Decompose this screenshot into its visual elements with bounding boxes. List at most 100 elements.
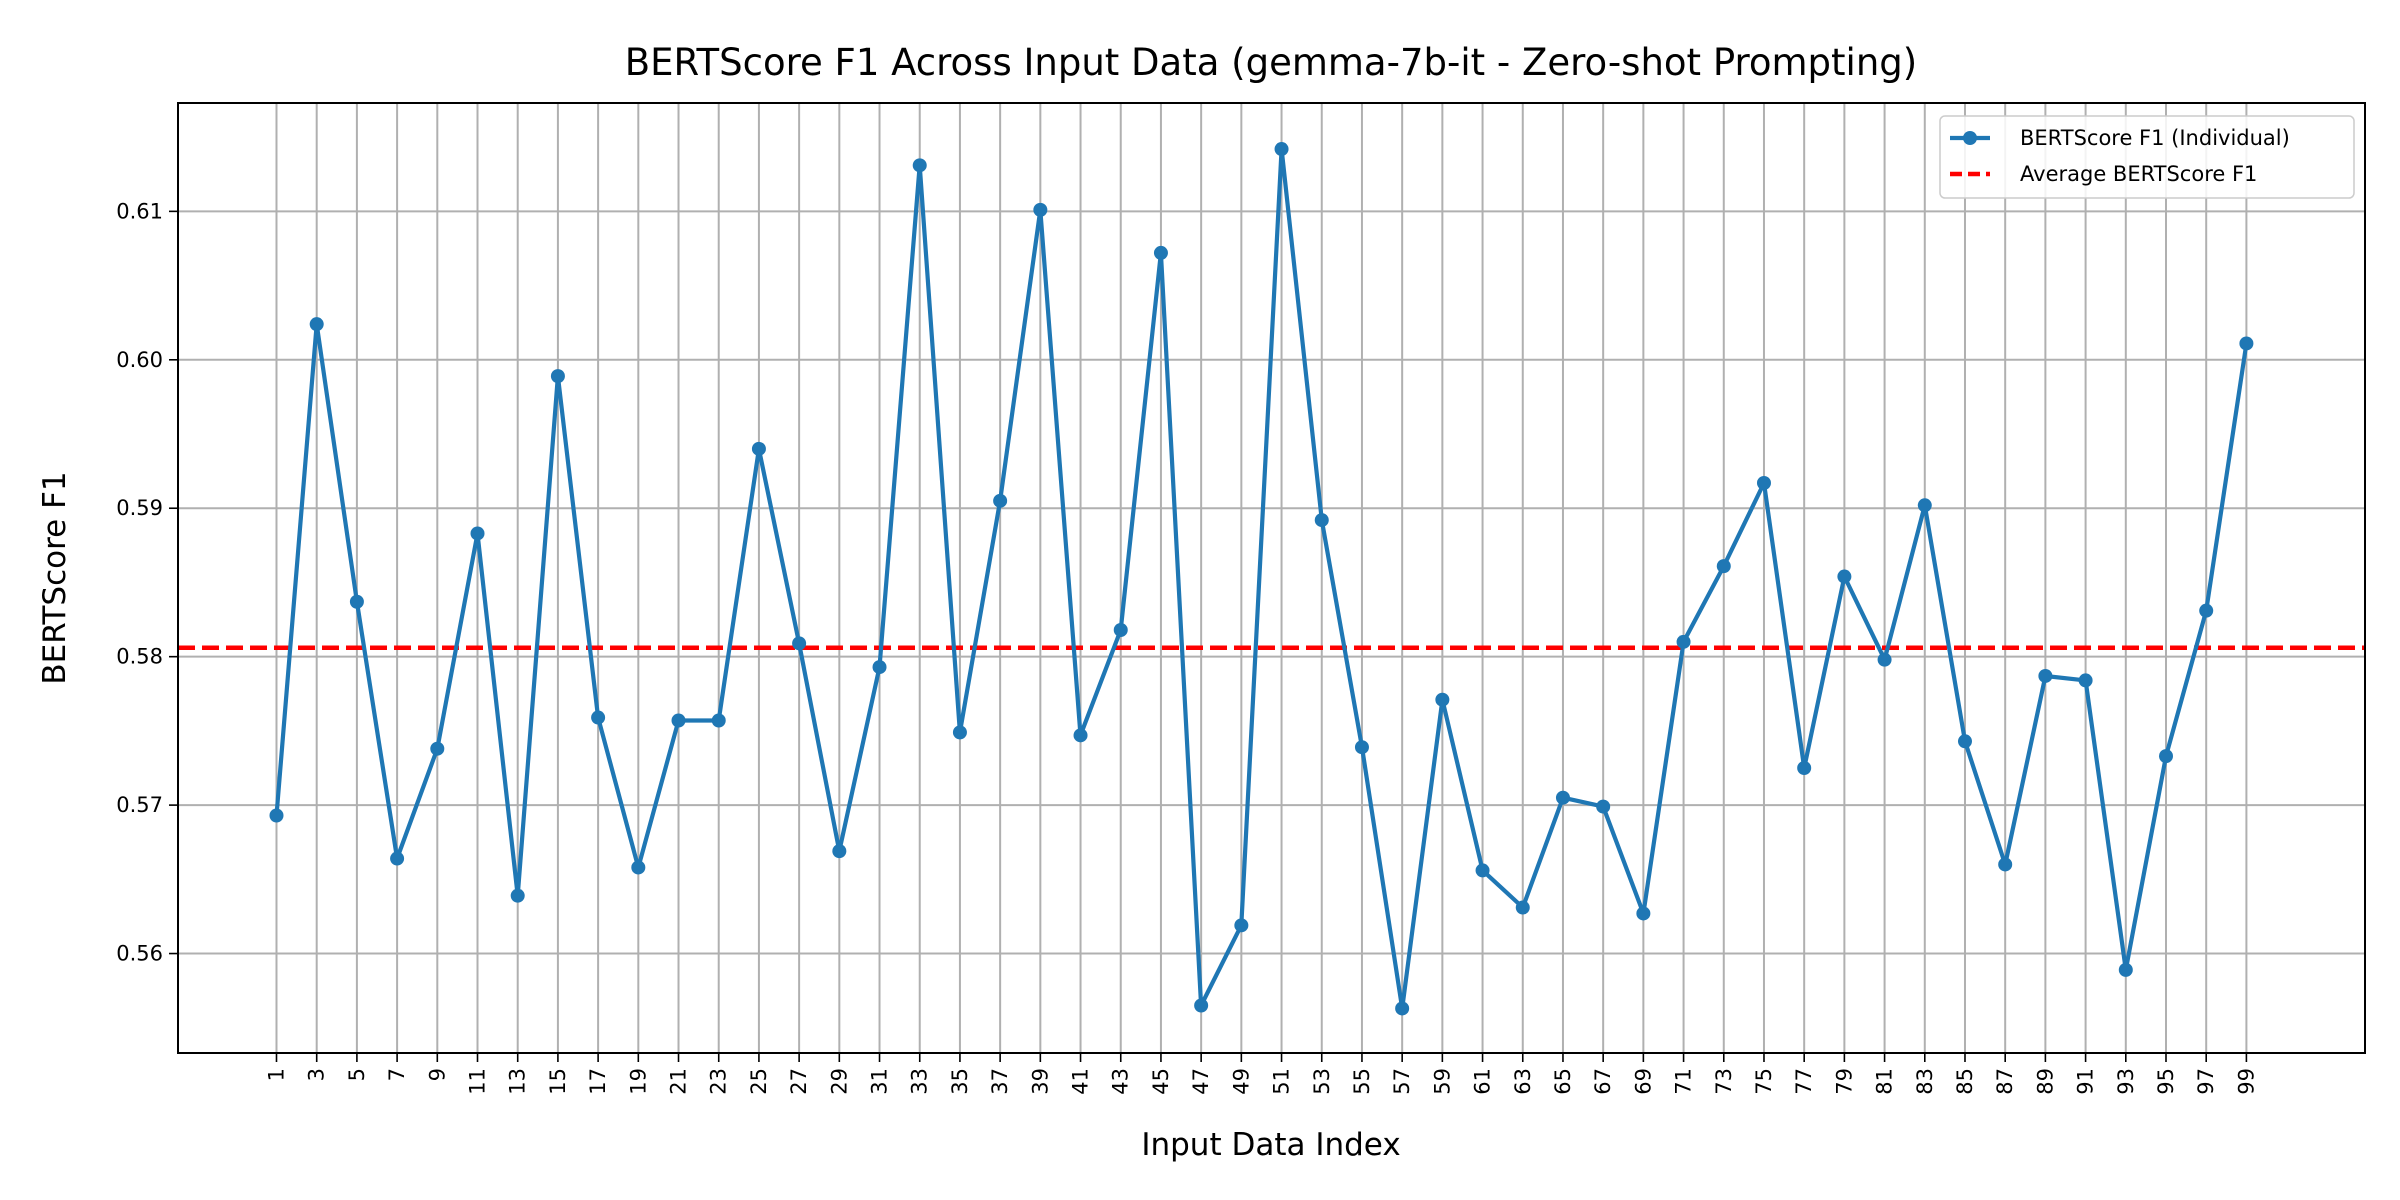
x-tick-label: 91	[2074, 1068, 2098, 1095]
data-point	[832, 844, 847, 859]
y-axis-ticks: 0.56 0.57 0.58 0.59 0.60 0.61	[116, 199, 178, 966]
chart-title: BERTScore F1 Across Input Data (gemma-7b…	[625, 41, 1917, 84]
data-point	[309, 317, 324, 332]
data-point	[671, 713, 686, 728]
data-point	[2199, 603, 2214, 618]
data-point	[430, 741, 445, 756]
data-point	[1676, 634, 1691, 649]
data-point	[1998, 857, 2013, 872]
x-tick-label: 79	[1832, 1068, 1856, 1095]
y-tick-label: 0.60	[116, 348, 163, 372]
data-point	[872, 660, 887, 675]
x-tick-label: 49	[1229, 1068, 1253, 1095]
data-point	[1917, 498, 1932, 513]
data-point	[550, 369, 565, 384]
x-tick-label: 85	[1953, 1068, 1977, 1095]
data-point	[993, 493, 1008, 508]
y-axis-label: BERTScore F1	[37, 471, 73, 684]
x-tick-label: 99	[2234, 1068, 2258, 1095]
x-tick-label: 11	[466, 1068, 490, 1095]
data-point	[1234, 918, 1249, 933]
x-tick-label: 27	[787, 1068, 811, 1095]
x-tick-label: 71	[1672, 1068, 1696, 1095]
data-point	[2239, 336, 2254, 351]
x-tick-label: 69	[1631, 1068, 1655, 1095]
data-point	[470, 526, 485, 541]
x-tick-label: 23	[707, 1068, 731, 1095]
x-tick-label: 39	[1028, 1068, 1052, 1095]
x-tick-label: 45	[1149, 1068, 1173, 1095]
data-point	[510, 888, 525, 903]
data-point	[1354, 740, 1369, 755]
x-tick-label: 41	[1069, 1068, 1093, 1095]
x-tick-label: 73	[1712, 1068, 1736, 1095]
data-point	[1073, 728, 1088, 743]
y-tick-label: 0.56	[116, 942, 163, 966]
data-point	[2158, 749, 2173, 764]
x-tick-label: 51	[1270, 1068, 1294, 1095]
y-tick-label: 0.61	[116, 199, 163, 223]
data-point	[1756, 476, 1771, 490]
x-tick-label: 17	[586, 1068, 610, 1095]
x-tick-label: 57	[1390, 1068, 1414, 1095]
data-point	[1153, 245, 1168, 260]
x-tick-label: 59	[1430, 1068, 1454, 1095]
data-point	[2078, 673, 2093, 688]
data-point	[1877, 652, 1892, 667]
data-point	[591, 710, 606, 725]
y-tick-label: 0.57	[116, 793, 163, 817]
data-point	[952, 725, 967, 740]
x-tick-label: 95	[2154, 1068, 2178, 1095]
data-point	[1475, 863, 1490, 878]
data-point	[1033, 202, 1048, 217]
x-tick-label: 21	[667, 1068, 691, 1095]
legend-box	[1939, 115, 2355, 199]
x-tick-label: 5	[345, 1068, 369, 1081]
data-point	[1797, 761, 1812, 775]
x-tick-label: 55	[1350, 1068, 1374, 1095]
data-point	[912, 158, 927, 173]
series-line-individual	[274, 146, 2249, 1011]
x-tick-label: 19	[626, 1068, 650, 1095]
x-tick-label: 43	[1109, 1068, 1133, 1095]
x-tick-label: 75	[1752, 1068, 1776, 1095]
x-tick-label: 61	[1471, 1068, 1495, 1095]
x-tick-label: 83	[1913, 1068, 1937, 1095]
data-point	[1957, 734, 1972, 749]
x-tick-label: 13	[506, 1068, 530, 1095]
x-tick-label: 9	[425, 1068, 449, 1081]
data-point	[751, 441, 766, 456]
data-point	[1274, 142, 1289, 157]
legend-label-average: Average BERTScore F1	[2020, 162, 2257, 186]
data-point	[2118, 962, 2133, 977]
x-tick-label: 89	[2033, 1068, 2057, 1095]
x-tick-label: 53	[1310, 1068, 1334, 1095]
data-point	[711, 713, 726, 728]
data-point	[1314, 513, 1329, 528]
x-tick-label: 15	[546, 1068, 570, 1095]
legend-label-individual: BERTScore F1 (Individual)	[2020, 126, 2290, 150]
x-tick-label: 3	[305, 1068, 329, 1081]
data-point	[1555, 790, 1570, 805]
legend-marker-individual	[1963, 131, 1977, 145]
x-tick-label: 97	[2194, 1068, 2218, 1095]
x-tick-label: 25	[747, 1068, 771, 1095]
x-tick-label: 47	[1189, 1068, 1213, 1095]
x-tick-label: 93	[2114, 1068, 2138, 1095]
plot-frame	[177, 102, 2366, 1054]
data-point	[1515, 900, 1530, 915]
data-point	[1716, 559, 1731, 574]
grid-lines	[178, 103, 2365, 1053]
data-point	[269, 808, 284, 823]
x-tick-label: 1	[264, 1068, 288, 1081]
x-tick-label: 7	[385, 1068, 409, 1081]
data-point	[631, 860, 646, 875]
series-markers	[269, 142, 2254, 1016]
x-tick-label: 77	[1792, 1068, 1816, 1095]
x-tick-label: 63	[1511, 1068, 1535, 1095]
x-tick-label: 35	[948, 1068, 972, 1095]
data-point	[1435, 692, 1450, 707]
data-point	[792, 636, 807, 651]
